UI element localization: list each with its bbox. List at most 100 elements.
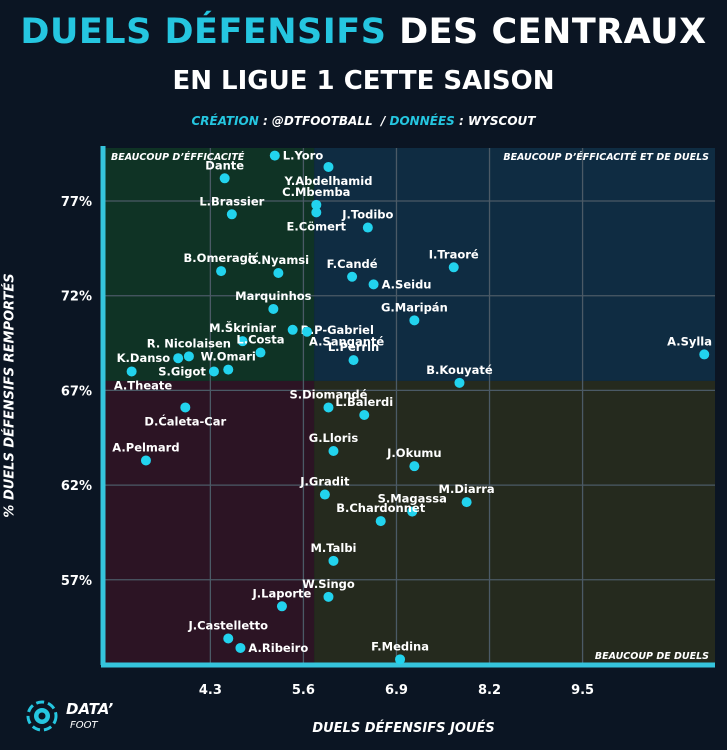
data-point <box>362 222 373 233</box>
data-point <box>269 150 280 161</box>
point-label: F.Medina <box>371 639 429 653</box>
point-label: D.Ćaleta-Car <box>144 413 226 428</box>
point-label: L.Perrin <box>328 340 379 354</box>
data-point <box>302 326 312 337</box>
point-label: M.Diarra <box>439 482 495 496</box>
data-point <box>173 353 184 364</box>
data-point <box>208 366 219 377</box>
data-point <box>140 455 151 466</box>
data-point <box>461 497 472 508</box>
credits: CRÉATION : @DTFOOTBALL / DONNÉES : WYSCO… <box>0 114 727 128</box>
data-point <box>454 377 465 388</box>
data-point <box>180 402 191 413</box>
quadrant-bottom-right <box>314 380 715 665</box>
point-label: J.Okumu <box>386 446 441 460</box>
data-point <box>235 642 246 653</box>
logo-icon <box>26 700 58 732</box>
point-label: J.Gradit <box>299 475 350 489</box>
data-point <box>311 207 322 218</box>
chart-title: DUELS DÉFENSIFS DES CENTRAUX <box>0 12 727 52</box>
quadrant-label-top-right: BEAUCOUP D’ÉFFICACITÉ ET DE DUELS <box>503 151 709 163</box>
point-label: R. Nicolaisen <box>147 336 231 350</box>
data-point <box>348 355 359 366</box>
data-point <box>216 266 227 277</box>
data-point <box>409 461 420 472</box>
data-point <box>328 446 339 457</box>
data-point <box>328 555 339 566</box>
data-point <box>395 654 406 665</box>
point-label: G.Lloris <box>309 431 359 445</box>
point-label: A.Pelmard <box>112 440 179 454</box>
data-point <box>368 279 379 290</box>
quadrant-label-top-left: BEAUCOUP D’ÉFFICACITÉ <box>111 151 245 163</box>
x-tick-label: 4.3 <box>199 683 222 698</box>
data-point <box>126 366 137 377</box>
data-point <box>223 364 234 375</box>
point-label: J.Castelletto <box>187 618 268 632</box>
data-point <box>347 271 358 282</box>
x-axis-label: DUELS DÉFENSIFS JOUÉS <box>312 721 495 736</box>
point-label: E.Cömert <box>287 219 347 233</box>
point-label: R.P-Gabriel <box>301 323 374 337</box>
point-label: A.Ribeiro <box>248 641 308 655</box>
x-tick-label: 8.2 <box>478 683 501 698</box>
point-label: B.Omeragić <box>184 251 259 265</box>
data-point <box>268 303 279 314</box>
data-point <box>287 324 298 335</box>
point-label: W.Omari <box>201 350 256 364</box>
point-label: G.Maripán <box>381 300 448 314</box>
point-label: A.Theate <box>114 378 173 392</box>
point-label: S.Diomandé <box>289 387 367 401</box>
data-point <box>448 262 459 273</box>
point-label: S.Gigot <box>158 364 206 378</box>
quadrant-top-right <box>314 148 715 381</box>
point-label: K.Danso <box>117 351 171 365</box>
data-point <box>359 410 370 421</box>
data-point <box>323 161 334 172</box>
data-point <box>699 349 710 360</box>
data-point <box>273 267 284 278</box>
y-tick-label: 57% <box>61 574 92 589</box>
y-tick-label: 77% <box>61 195 92 210</box>
data-point <box>223 633 234 644</box>
point-label: F.Candé <box>327 257 378 271</box>
data-point <box>219 173 230 184</box>
y-tick-label: 72% <box>61 290 92 305</box>
data-point <box>323 402 334 413</box>
point-label: Dante <box>205 158 244 172</box>
credit-key-data: DONNÉES <box>389 114 455 128</box>
point-label: L.Balerdi <box>335 395 393 409</box>
data-point <box>319 489 330 500</box>
title-rest: DES CENTRAUX <box>399 12 707 52</box>
point-label: G.Nyamsi <box>248 253 309 267</box>
point-label: A.Sanganté <box>309 335 384 349</box>
y-tick-label: 67% <box>61 384 92 399</box>
chart-subtitle: EN LIGUE 1 CETTE SAISON <box>172 66 555 96</box>
data-foot-logo: DATA’ FOOT <box>22 696 142 740</box>
point-label: C.Mbemba <box>282 185 350 199</box>
point-label: A.Seidu <box>382 277 432 291</box>
logo-name: DATA’ <box>66 700 114 718</box>
point-label: L.Yoro <box>283 149 324 163</box>
point-label: M.Talbi <box>310 541 356 555</box>
quadrant-bottom-left <box>103 380 315 665</box>
data-point <box>183 351 194 362</box>
data-point <box>407 506 418 517</box>
data-point <box>375 516 386 527</box>
point-label: J.Todibo <box>341 208 393 222</box>
point-label: Marquinhos <box>235 289 312 303</box>
y-axis-label: % DUELS DÉFENSIFS REMPORTÉS <box>2 273 18 518</box>
point-label: B.Kouyaté <box>426 363 493 377</box>
data-point <box>276 601 287 612</box>
point-label: I.Traoré <box>429 247 479 261</box>
point-label: L.Brassier <box>199 194 264 208</box>
point-label: J.Laporte <box>252 586 312 600</box>
data-point <box>255 347 266 358</box>
quadrant-label-bottom-right: BEAUCOUP DE DUELS <box>595 651 709 662</box>
point-label: L.Costa <box>236 333 284 347</box>
point-label: B.Chardonnet <box>336 501 425 515</box>
point-label: M.Škriniar <box>209 320 276 335</box>
point-label: W.Singo <box>302 577 355 591</box>
data-point <box>311 199 322 210</box>
